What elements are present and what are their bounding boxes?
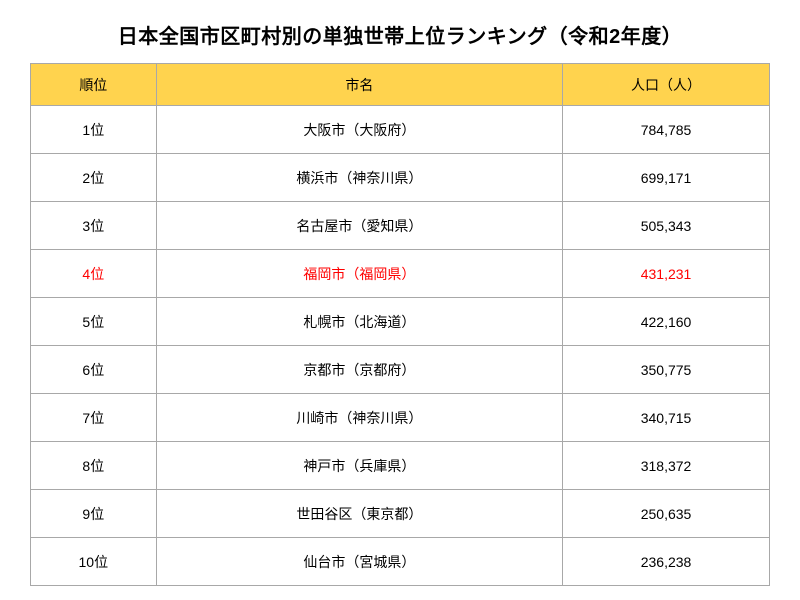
cell-rank: 2位 (31, 154, 157, 202)
cell-pop: 340,715 (563, 394, 770, 442)
cell-rank: 5位 (31, 298, 157, 346)
cell-pop: 784,785 (563, 106, 770, 154)
table-row: 6位京都市（京都府）350,775 (31, 346, 770, 394)
cell-pop: 318,372 (563, 442, 770, 490)
ranking-table: 順位 市名 人口（人） 1位大阪市（大阪府）784,7852位横浜市（神奈川県）… (30, 63, 770, 586)
cell-pop: 505,343 (563, 202, 770, 250)
cell-city: 横浜市（神奈川県） (156, 154, 562, 202)
cell-rank: 4位 (31, 250, 157, 298)
table-row: 4位福岡市（福岡県）431,231 (31, 250, 770, 298)
cell-rank: 7位 (31, 394, 157, 442)
cell-rank: 3位 (31, 202, 157, 250)
cell-rank: 10位 (31, 538, 157, 586)
cell-city: 神戸市（兵庫県） (156, 442, 562, 490)
cell-pop: 236,238 (563, 538, 770, 586)
cell-pop: 431,231 (563, 250, 770, 298)
table-body: 1位大阪市（大阪府）784,7852位横浜市（神奈川県）699,1713位名古屋… (31, 106, 770, 586)
table-header-row: 順位 市名 人口（人） (31, 64, 770, 106)
cell-rank: 1位 (31, 106, 157, 154)
page-title: 日本全国市区町村別の単独世帯上位ランキング（令和2年度） (30, 20, 770, 49)
cell-city: 仙台市（宮城県） (156, 538, 562, 586)
cell-city: 大阪市（大阪府） (156, 106, 562, 154)
cell-pop: 350,775 (563, 346, 770, 394)
cell-city: 京都市（京都府） (156, 346, 562, 394)
header-pop: 人口（人） (563, 64, 770, 106)
table-row: 5位札幌市（北海道）422,160 (31, 298, 770, 346)
cell-city: 福岡市（福岡県） (156, 250, 562, 298)
header-city: 市名 (156, 64, 562, 106)
cell-rank: 6位 (31, 346, 157, 394)
cell-rank: 9位 (31, 490, 157, 538)
table-row: 2位横浜市（神奈川県）699,171 (31, 154, 770, 202)
table-row: 10位仙台市（宮城県）236,238 (31, 538, 770, 586)
table-row: 8位神戸市（兵庫県）318,372 (31, 442, 770, 490)
cell-city: 札幌市（北海道） (156, 298, 562, 346)
cell-city: 世田谷区（東京都） (156, 490, 562, 538)
table-row: 9位世田谷区（東京都）250,635 (31, 490, 770, 538)
cell-city: 川崎市（神奈川県） (156, 394, 562, 442)
table-row: 7位川崎市（神奈川県）340,715 (31, 394, 770, 442)
cell-pop: 250,635 (563, 490, 770, 538)
cell-pop: 422,160 (563, 298, 770, 346)
cell-pop: 699,171 (563, 154, 770, 202)
header-rank: 順位 (31, 64, 157, 106)
table-row: 3位名古屋市（愛知県）505,343 (31, 202, 770, 250)
cell-city: 名古屋市（愛知県） (156, 202, 562, 250)
table-row: 1位大阪市（大阪府）784,785 (31, 106, 770, 154)
cell-rank: 8位 (31, 442, 157, 490)
